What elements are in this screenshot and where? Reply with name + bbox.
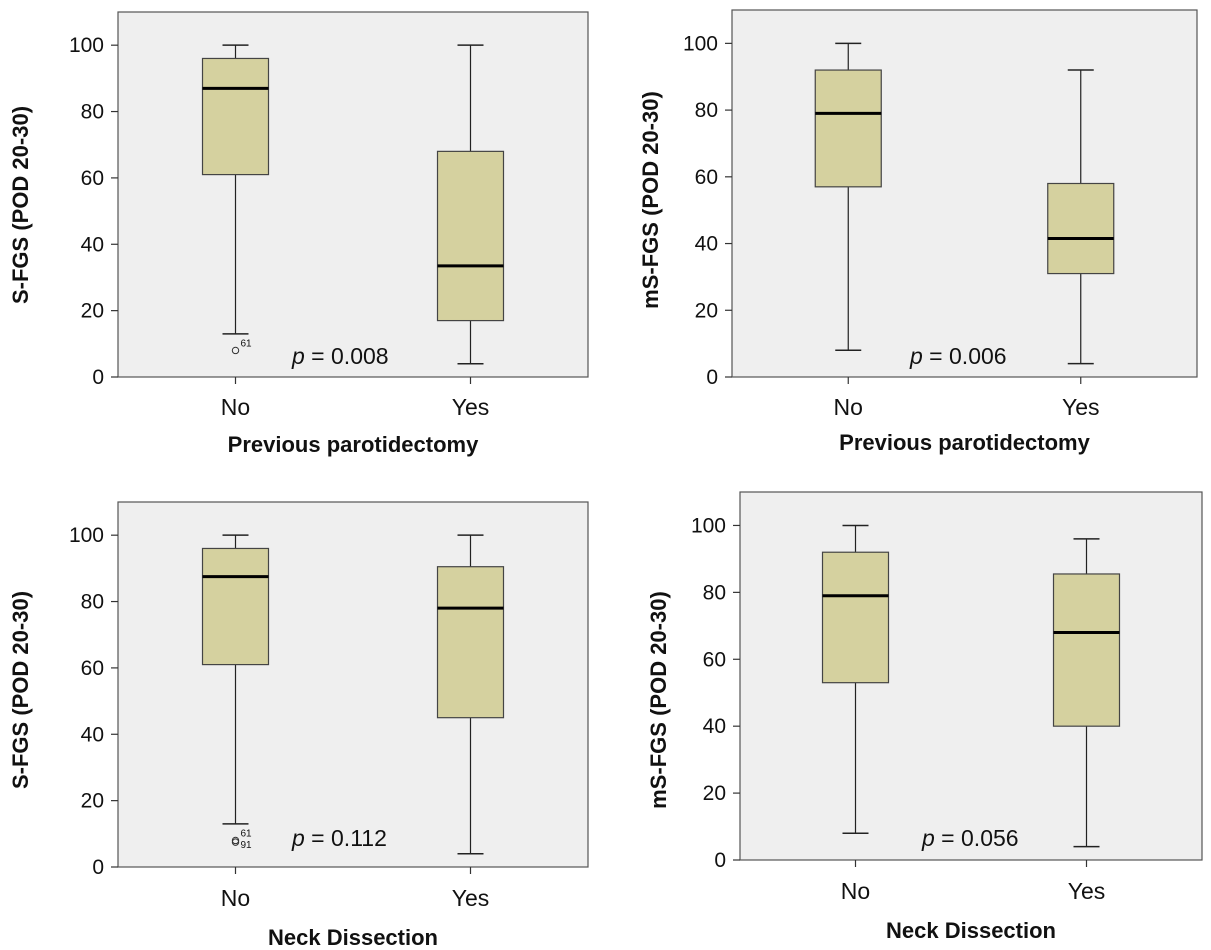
p-value-annotation: p = 0.056 bbox=[921, 825, 1019, 851]
category-label: Yes bbox=[452, 394, 490, 420]
y-tick-label: 80 bbox=[703, 581, 726, 604]
p-symbol: p bbox=[291, 343, 305, 369]
box-yes bbox=[1052, 538, 1121, 848]
box-no bbox=[821, 524, 890, 834]
box-no: 61 bbox=[201, 44, 270, 355]
category-label: No bbox=[221, 394, 250, 420]
box-yes bbox=[436, 534, 505, 855]
outlier-label: 91 bbox=[241, 840, 253, 851]
iqr-box bbox=[201, 547, 270, 666]
y-tick-label: 60 bbox=[703, 648, 726, 671]
y-axis-label: mS-FGS (POD 20-30) bbox=[646, 591, 671, 809]
p-symbol: p bbox=[921, 825, 935, 851]
outlier-label: 61 bbox=[241, 338, 253, 349]
outlier-label: 61 bbox=[241, 828, 253, 839]
iqr-box bbox=[436, 150, 505, 322]
category-label: Yes bbox=[1068, 878, 1106, 904]
y-tick-label: 60 bbox=[695, 166, 718, 189]
y-tick-label: 20 bbox=[695, 299, 718, 322]
p-value-text: = 0.006 bbox=[923, 343, 1007, 369]
x-axis-label: Neck Dissection bbox=[268, 925, 438, 950]
p-value-text: = 0.112 bbox=[305, 825, 387, 851]
p-value-annotation: p = 0.006 bbox=[909, 343, 1007, 369]
p-value-text: = 0.008 bbox=[305, 343, 389, 369]
p-value-annotation: p = 0.112 bbox=[291, 825, 387, 851]
category-label: Yes bbox=[1062, 394, 1100, 420]
iqr-box bbox=[814, 69, 882, 188]
box-no bbox=[814, 42, 882, 352]
y-tick-label: 100 bbox=[691, 514, 726, 537]
y-tick-label: 100 bbox=[69, 34, 104, 57]
iqr-box bbox=[1047, 182, 1115, 275]
box-yes bbox=[436, 44, 505, 365]
x-axis-label: Previous parotidectomy bbox=[228, 432, 479, 457]
y-tick-label: 0 bbox=[706, 366, 718, 389]
x-axis-label: Previous parotidectomy bbox=[839, 430, 1090, 455]
plot-area bbox=[739, 491, 1203, 861]
y-tick-label: 40 bbox=[695, 233, 718, 256]
box-yes bbox=[1047, 69, 1115, 365]
iqr-box bbox=[821, 551, 890, 684]
y-tick-label: 40 bbox=[81, 723, 104, 746]
y-tick-label: 80 bbox=[81, 591, 104, 614]
y-tick-label: 80 bbox=[81, 101, 104, 124]
category-label: No bbox=[221, 885, 250, 911]
category-label: No bbox=[834, 394, 863, 420]
p-value-annotation: p = 0.008 bbox=[291, 343, 389, 369]
y-axis-label: mS-FGS (POD 20-30) bbox=[638, 91, 663, 309]
plot-area bbox=[117, 11, 589, 378]
y-tick-label: 20 bbox=[703, 782, 726, 805]
p-symbol: p bbox=[291, 825, 305, 851]
plot-area bbox=[731, 9, 1198, 378]
y-tick-label: 40 bbox=[703, 715, 726, 738]
y-tick-label: 80 bbox=[695, 99, 718, 122]
plot-area bbox=[117, 501, 589, 868]
y-tick-label: 40 bbox=[81, 233, 104, 256]
category-label: Yes bbox=[452, 885, 490, 911]
y-tick-label: 60 bbox=[81, 657, 104, 680]
iqr-box bbox=[1052, 573, 1121, 727]
category-label: No bbox=[841, 878, 870, 904]
x-axis-label: Neck Dissection bbox=[886, 918, 1056, 943]
y-tick-label: 20 bbox=[81, 790, 104, 813]
y-axis-label: S-FGS (POD 20-30) bbox=[8, 106, 33, 304]
y-tick-label: 0 bbox=[92, 366, 104, 389]
outlier-point bbox=[231, 838, 240, 846]
iqr-box bbox=[201, 57, 270, 176]
p-value-text: = 0.056 bbox=[935, 825, 1019, 851]
y-tick-label: 100 bbox=[69, 524, 104, 547]
y-tick-label: 20 bbox=[81, 300, 104, 323]
y-tick-label: 0 bbox=[92, 856, 104, 879]
y-tick-label: 0 bbox=[714, 849, 726, 872]
outlier-point bbox=[231, 346, 240, 355]
y-tick-label: 60 bbox=[81, 167, 104, 190]
p-symbol: p bbox=[909, 343, 923, 369]
iqr-box bbox=[436, 566, 505, 719]
y-tick-label: 100 bbox=[683, 32, 718, 55]
y-axis-label: S-FGS (POD 20-30) bbox=[8, 591, 33, 789]
